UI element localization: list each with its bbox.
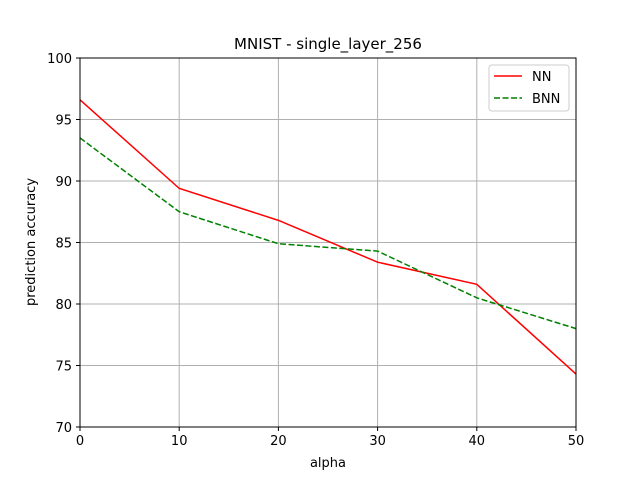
series-line-nn [79, 99, 577, 375]
legend-label-bnn: BNN [532, 92, 560, 107]
x-tick-label: 10 [171, 434, 188, 449]
y-tick-label: 80 [55, 298, 72, 313]
y-tick-label: 100 [47, 52, 72, 67]
y-tick-label: 85 [55, 237, 72, 252]
axis-ticks: 0 10 20 30 40 50 70 75 80 85 90 95 100 [47, 52, 584, 449]
series-line-bnn [79, 137, 577, 330]
grid [79, 57, 577, 428]
x-tick-label: 20 [270, 434, 287, 449]
x-axis-label: alpha [310, 456, 346, 471]
y-axis-label: prediction accuracy [24, 178, 39, 306]
y-tick-label: 95 [55, 114, 72, 129]
series-lines [79, 99, 577, 375]
x-tick-label: 50 [568, 434, 585, 449]
legend-label-nn: NN [532, 70, 551, 85]
x-tick-label: 0 [76, 434, 84, 449]
y-tick-label: 90 [55, 175, 72, 190]
y-tick-label: 75 [55, 360, 72, 375]
x-tick-label: 30 [369, 434, 386, 449]
legend: NN BNN [488, 64, 570, 112]
y-tick-label: 70 [55, 421, 72, 436]
chart-title: MNIST - single_layer_256 [234, 35, 422, 54]
x-tick-label: 40 [469, 434, 486, 449]
